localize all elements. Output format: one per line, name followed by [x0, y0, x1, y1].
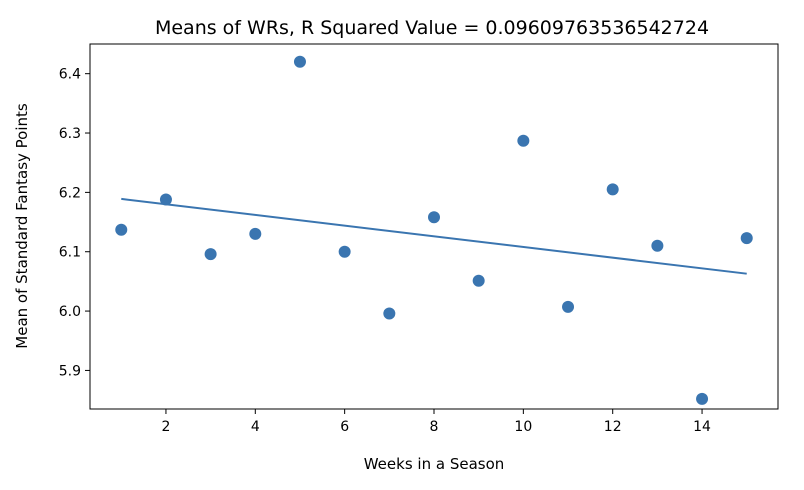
- data-point: [115, 223, 128, 236]
- data-point: [159, 193, 172, 206]
- data-point: [696, 392, 709, 405]
- x-axis: 2 4 6 8 10 12 14: [161, 409, 711, 435]
- x-tick-label: 8: [430, 419, 439, 435]
- x-tick-label: 12: [604, 419, 622, 435]
- chart-title: Means of WRs, R Squared Value = 0.096097…: [155, 17, 709, 39]
- x-tick-label: 4: [251, 419, 260, 435]
- data-point: [249, 227, 262, 240]
- data-point: [428, 211, 440, 224]
- data-point: [383, 307, 396, 320]
- y-tick-label: 6.1: [59, 245, 81, 261]
- y-axis: 5.9 6.0 6.1 6.2 6.3 6.4: [59, 67, 90, 379]
- data-point: [338, 245, 351, 258]
- y-tick-label: 6.0: [59, 304, 81, 320]
- trend-line: [121, 197, 747, 275]
- data-point: [606, 183, 619, 196]
- x-tick-label: 14: [693, 419, 711, 435]
- x-axis-label: Weeks in a Season: [364, 455, 505, 473]
- y-axis-label: Mean of Standard Fantasy Points: [13, 103, 31, 349]
- data-point: [293, 55, 306, 68]
- data-point: [472, 274, 485, 287]
- data-point: [517, 134, 530, 147]
- data-point: [740, 232, 753, 245]
- plot-frame: [89, 43, 779, 410]
- data-point: [562, 300, 575, 313]
- x-tick-label: 2: [161, 419, 170, 435]
- y-tick-label: 6.4: [59, 67, 81, 83]
- y-tick-label: 6.2: [59, 185, 81, 201]
- data-point: [651, 239, 664, 252]
- x-tick-label: 10: [514, 419, 532, 435]
- x-tick-label: 6: [340, 419, 349, 435]
- y-tick-label: 5.9: [59, 363, 81, 379]
- data-point: [204, 248, 217, 261]
- plot-area: [115, 55, 753, 405]
- y-tick-label: 6.3: [59, 126, 81, 142]
